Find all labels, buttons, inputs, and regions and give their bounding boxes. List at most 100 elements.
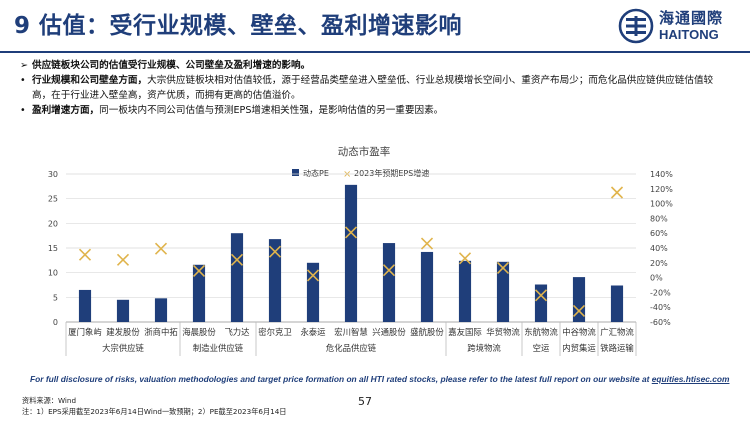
right-tick-label: -60%: [650, 318, 671, 327]
eps-marker-stroke: [458, 252, 472, 265]
eps-marker-stroke: [116, 253, 130, 266]
eps-marker: [306, 269, 320, 282]
eps-marker: [496, 261, 510, 275]
left-tick-label: 5: [53, 293, 58, 302]
pe-bar: [78, 289, 92, 322]
pe-bar: [534, 284, 548, 322]
category-label: 厦门象屿: [68, 327, 102, 337]
eps-marker: [572, 304, 586, 317]
left-tick-label: 25: [48, 195, 58, 204]
category-label: 广汇物流: [600, 327, 634, 337]
right-axis: -60% -40% -20% 0% 20% 40% 60% 80% 100% 120% 140%: [650, 170, 673, 327]
pe-bar: [192, 264, 206, 322]
category-label: 东航物流: [524, 327, 558, 337]
right-tick-label: 40%: [650, 244, 668, 253]
disclosure-note: For full disclosure of risks, valuation …: [30, 374, 730, 384]
eps-marker-stroke: [78, 248, 92, 261]
group-label: 跨境物流: [467, 343, 501, 353]
left-tick-label: 15: [48, 244, 58, 253]
pe-eps-chart: 动态市盈率 动态PE × 2023年预期EPS增速 0 5 10 15 20 25 30 -…: [48, 145, 673, 356]
group-label: 铁路运输: [600, 343, 634, 353]
legend-swatch-pe: [292, 169, 299, 176]
eps-marker: [382, 264, 396, 277]
eps-marker-stroke: [344, 226, 358, 239]
category-label: 建发股份: [106, 327, 140, 337]
category-label: 中谷物流: [562, 327, 596, 337]
category-labels: 厦门象屿 建发股份 浙商中拓 海晨股份 飞力达 密尔克卫 永泰运 宏川智慧 兴通股份 盛航股份 嘉友…: [68, 327, 634, 337]
bullet-marker: ➢: [20, 60, 29, 71]
page-number: 57: [358, 395, 372, 408]
eps-marker-stroke: [268, 245, 282, 258]
pe-bar: [344, 184, 358, 322]
eps-marker-stroke: [230, 253, 244, 266]
pe-bar: [572, 277, 586, 322]
bullet-list: ➢ 供应链板块公司的估值受行业规模、公司壁垒及盈利增速的影响。 • 行业规模和公…: [20, 58, 732, 118]
right-tick-label: 120%: [650, 185, 673, 194]
pe-bar: [154, 298, 168, 322]
chart-title: 动态市盈率: [338, 145, 391, 158]
legend-label-eps: 2023年预期EPS增速: [354, 168, 429, 178]
left-axis: 0 5 10 15 20 25 30: [48, 170, 58, 327]
eps-marker-stroke: [192, 264, 206, 278]
left-tick-label: 20: [48, 219, 58, 228]
haitong-logo: 海通國際 HAITONG: [618, 5, 736, 47]
right-tick-label: 80%: [650, 214, 668, 223]
eps-marker: [420, 237, 434, 250]
right-tick-label: 0%: [650, 274, 663, 283]
header-divider: [0, 51, 750, 53]
left-tick-label: 0: [53, 318, 58, 327]
right-tick-label: 20%: [650, 259, 668, 268]
pe-bar: [610, 285, 624, 322]
legend-marker-eps: ×: [343, 169, 351, 180]
eps-marker-stroke: [572, 304, 586, 317]
bullet-item: ➢ 供应链板块公司的估值受行业规模、公司壁垒及盈利增速的影响。: [20, 58, 732, 73]
pe-bar: [382, 243, 396, 322]
bullet-bold-text: 盈利增速方面，: [32, 105, 100, 116]
bullet-text: 同一板块内不同公司估值与预测EPS增速相关性强，是影响估值的另一重要因素。: [99, 105, 444, 116]
pe-bars: [78, 184, 624, 322]
haitong-emblem-icon: [618, 8, 654, 44]
right-tick-label: -40%: [650, 303, 671, 312]
left-tick-label: 10: [48, 269, 58, 278]
category-label: 华贸物流: [486, 327, 520, 337]
eps-marker-stroke: [306, 269, 320, 282]
right-tick-label: -20%: [650, 288, 671, 297]
category-label: 盛航股份: [410, 327, 444, 337]
category-label: 密尔克卫: [258, 327, 292, 337]
bullet-item: • 盈利增速方面，同一板块内不同公司估值与预测EPS增速相关性强，是影响估值的另…: [20, 103, 732, 118]
bullet-text: 大宗供应链板块相对估值较低，源于经营品类壁垒进入壁垒低、行业总规模增长空间小、重…: [32, 75, 714, 101]
group-label: 危化品供应链: [326, 343, 377, 353]
eps-marker: [192, 264, 206, 278]
left-tick-label: 30: [48, 170, 58, 179]
pe-bar: [116, 299, 130, 322]
pe-bar: [268, 239, 282, 322]
group-label: 大宗供应链: [102, 343, 144, 353]
group-label: 空运: [533, 343, 550, 353]
footnote: 注：1）EPS采用截至2023年6月14日Wind一致预期；2）PE截至2023…: [22, 407, 287, 416]
bullet-marker: •: [20, 105, 26, 116]
eps-marker: [230, 253, 244, 266]
category-label: 海晨股份: [182, 327, 216, 337]
disclosure-link[interactable]: equities.htisec.com: [651, 374, 730, 384]
eps-marker: [268, 245, 282, 258]
category-label: 浙商中拓: [144, 327, 178, 337]
category-label: 飞力达: [224, 327, 250, 337]
pe-bar: [496, 261, 510, 322]
category-label: 宏川智慧: [334, 327, 368, 337]
eps-marker: [344, 226, 358, 239]
eps-marker-stroke: [154, 242, 168, 255]
eps-marker: [610, 186, 624, 199]
bullet-bold-text: 行业规模和公司壁垒方面，: [32, 75, 148, 86]
page-title: 9 估值：受行业规模、壁垒、盈利增速影响: [14, 13, 463, 39]
right-tick-label: 60%: [650, 229, 668, 238]
group-label: 内贸集运: [562, 343, 596, 353]
eps-marker: [458, 252, 472, 265]
logo-english-text: HAITONG: [659, 27, 719, 42]
eps-marker-stroke: [610, 186, 624, 199]
disclosure-text: For full disclosure of risks, valuation …: [30, 374, 652, 384]
pe-bar: [230, 233, 244, 322]
pe-bar: [420, 251, 434, 322]
bullet-item: • 行业规模和公司壁垒方面，大宗供应链板块相对估值较低，源于经营品类壁垒进入壁垒…: [20, 73, 732, 103]
right-tick-label: 140%: [650, 170, 673, 179]
legend-label-pe: 动态PE: [303, 168, 329, 178]
